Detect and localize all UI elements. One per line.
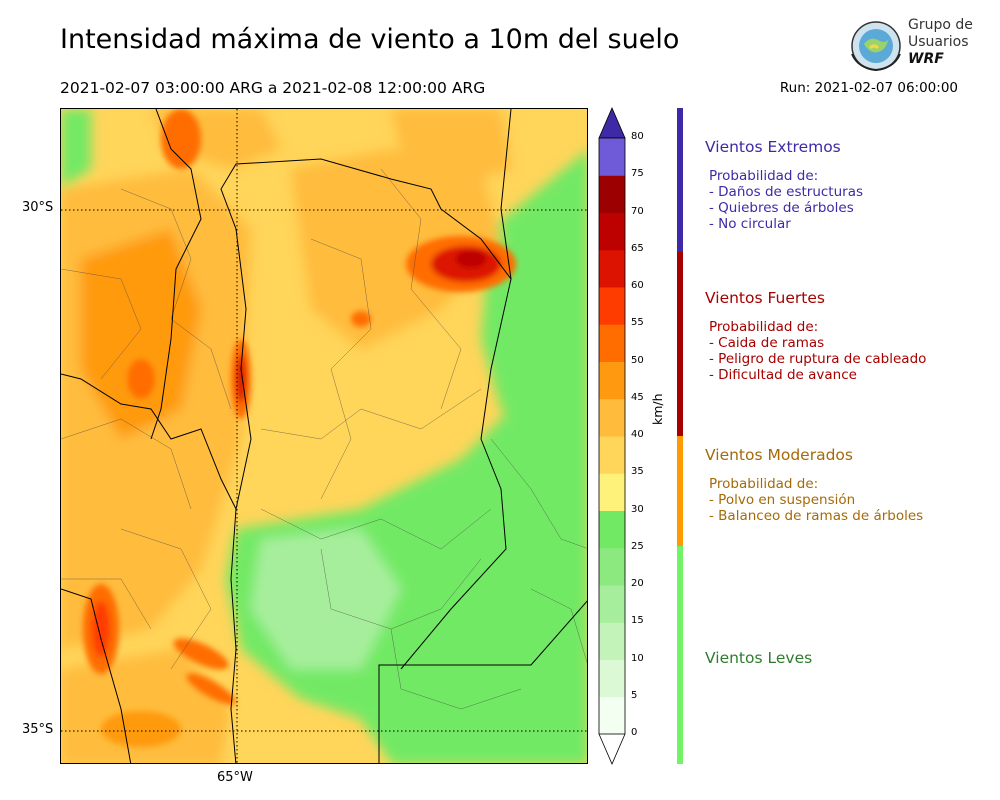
- category-bar-strong: [677, 252, 683, 436]
- colorbar-tick-label: 30: [631, 503, 644, 515]
- desc-line: - Peligro de ruptura de cableado: [709, 351, 927, 367]
- desc-line: - No circular: [709, 216, 791, 232]
- colorbar-extend-max: [598, 106, 626, 139]
- colorbar-segment: [599, 696, 625, 735]
- desc-line: Probabilidad de:: [709, 476, 819, 492]
- colorbar-segment: [599, 175, 625, 213]
- colorbar-svg: [598, 106, 626, 766]
- colorbar-tick-label: 10: [631, 652, 644, 664]
- colorbar-segment: [599, 249, 625, 288]
- lon-label-65w: 65°W: [217, 770, 253, 785]
- wind-field-svg: [61, 109, 587, 763]
- colorbar-segment: [599, 138, 625, 176]
- colorbar-segment: [599, 510, 625, 549]
- logo-text-wrf: WRF: [908, 51, 944, 67]
- category-light-title: Vientos Leves: [705, 649, 813, 667]
- category-strong: Vientos Fuertes Probabilidad de: - Caida…: [705, 289, 926, 383]
- colorbar-segment: [599, 622, 625, 660]
- lat-label-35s: 35°S: [22, 722, 54, 737]
- category-extreme-title: Vientos Extremos: [705, 138, 841, 156]
- colorbar-tick-label: 40: [631, 429, 644, 440]
- colorbar-segment: [599, 659, 625, 698]
- colorbar-unit: km/h: [650, 393, 665, 425]
- valid-period: 2021-02-07 03:00:00 ARG a 2021-02-08 12:…: [60, 79, 486, 97]
- colorbar-tick-label: 75: [631, 168, 644, 180]
- colorbar: [597, 106, 627, 768]
- department-boundaries: [61, 168, 587, 710]
- wind-field-blobs: [61, 109, 587, 763]
- category-moderate-title: Vientos Moderados: [705, 446, 853, 464]
- desc-line: - Quiebres de árboles: [709, 200, 854, 216]
- colorbar-tick-label: 45: [631, 391, 644, 403]
- colorbar-tick-label: 80: [631, 131, 644, 142]
- colorbar-segment: [599, 473, 625, 511]
- lat-label-30s: 30°S: [22, 200, 54, 215]
- wrf-logo: Grupo de Usuarios WRF: [848, 16, 973, 74]
- colorbar-segment: [599, 585, 625, 623]
- category-moderate-desc: Probabilidad de: - Polvo en suspensión -…: [709, 476, 923, 524]
- desc-line: - Polvo en suspensión: [709, 492, 856, 508]
- logo-text-line2: Usuarios: [908, 34, 969, 50]
- wind-maxima: [83, 109, 516, 747]
- desc-line: Probabilidad de:: [709, 168, 819, 184]
- colorbar-segment: [599, 547, 625, 586]
- colorbar-segment: [599, 361, 625, 400]
- colorbar-extend-min: [598, 733, 626, 766]
- colorbar-segment: [599, 436, 625, 474]
- colorbar-segment: [599, 324, 625, 362]
- category-bar-moderate: [677, 436, 683, 546]
- colorbar-tick-label: 60: [631, 280, 644, 291]
- category-light: Vientos Leves: [705, 649, 812, 667]
- colorbar-tick-label: 35: [631, 466, 644, 478]
- colorbar-segment: [599, 287, 625, 325]
- colorbar-segment: [599, 212, 625, 251]
- colorbar-tick-label: 0: [631, 727, 638, 738]
- colorbar-tick-label: 70: [631, 205, 644, 217]
- category-bar-extreme: [677, 108, 683, 252]
- run-time: Run: 2021-02-07 06:00:00: [779, 80, 958, 96]
- desc-line: - Balanceo de ramas de árboles: [709, 508, 924, 524]
- province-boundaries: [61, 109, 587, 763]
- globe-emblem-icon: [851, 21, 901, 72]
- category-moderate: Vientos Moderados Probabilidad de: - Pol…: [705, 446, 923, 524]
- colorbar-tick-label: 65: [631, 242, 644, 254]
- desc-line: Probabilidad de:: [709, 319, 819, 335]
- colorbar-tick-label: 55: [631, 317, 644, 329]
- colorbar-tick-label: 15: [631, 615, 644, 627]
- colorbar-tick-label: 5: [631, 689, 638, 701]
- colorbar-tick-label: 25: [631, 540, 644, 552]
- colorbar-tick-label: 20: [631, 578, 644, 589]
- colorbar-outline: [598, 137, 626, 735]
- desc-line: - Dificultad de avance: [709, 367, 857, 383]
- category-bar-light: [677, 546, 683, 764]
- map-title: Intensidad máxima de viento a 10m del su…: [60, 24, 680, 55]
- category-strong-title: Vientos Fuertes: [705, 289, 825, 307]
- desc-line: - Daños de estructuras: [709, 184, 864, 200]
- category-extreme: Vientos Extremos Probabilidad de: - Daño…: [705, 138, 863, 232]
- colorbar-tick-label: 50: [631, 354, 644, 366]
- colorbar-segment: [599, 398, 625, 437]
- category-strong-desc: Probabilidad de: - Caida de ramas - Peli…: [709, 319, 926, 383]
- logo-text-line1: Grupo de: [908, 17, 973, 33]
- wind-map[interactable]: [60, 108, 588, 764]
- graticule: [61, 109, 587, 763]
- category-extreme-desc: Probabilidad de: - Daños de estructuras …: [709, 168, 863, 232]
- desc-line: - Caida de ramas: [709, 335, 825, 351]
